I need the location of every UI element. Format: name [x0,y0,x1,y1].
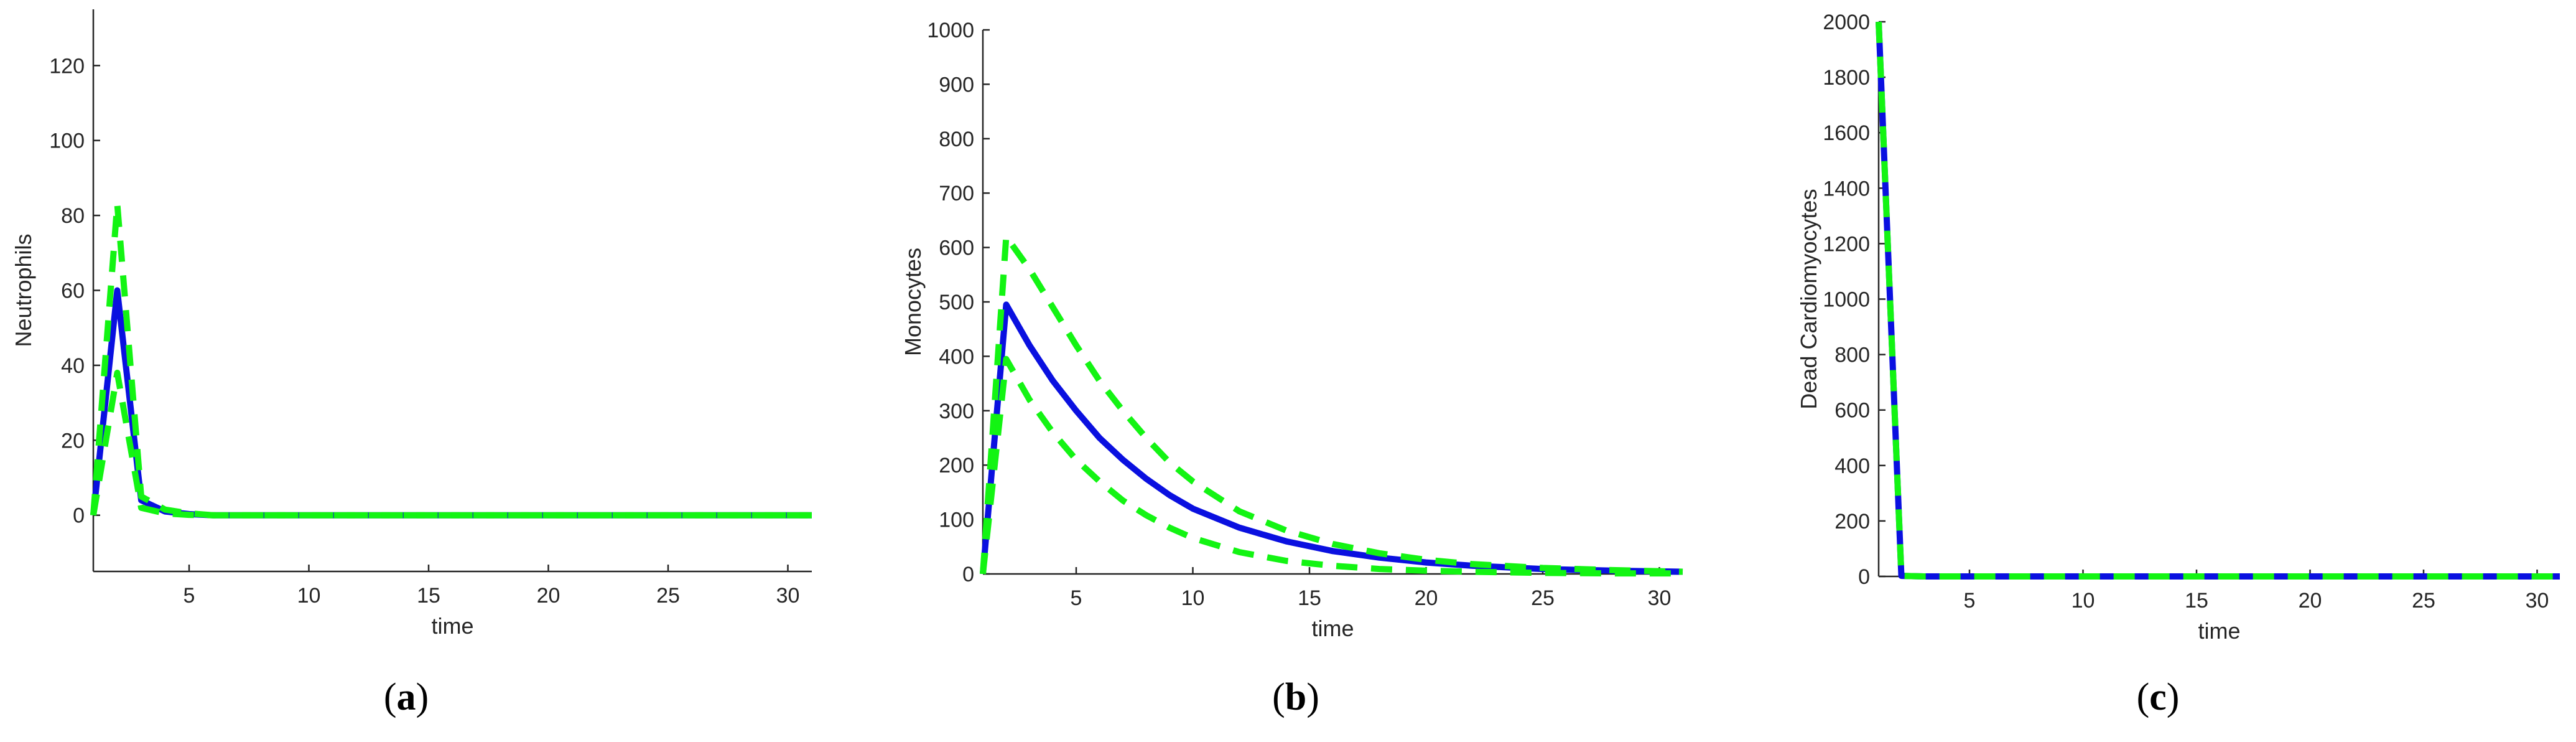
y-tick-label: 120 [49,54,85,78]
y-tick-label: 20 [61,429,85,453]
y-axis-label: Dead Cardiomyocytes [1796,189,1821,409]
x-axis-label: time [431,613,473,639]
y-tick-label: 1000 [927,19,974,42]
x-tick-label: 15 [2185,589,2208,613]
y-tick-label: 1000 [1823,288,1870,312]
y-tick-label: 80 [61,204,85,228]
series-line-mean [90,287,812,519]
y-tick-label: 400 [1834,454,1870,478]
caption-b: (b) [1272,676,1319,718]
x-tick-label: 10 [2071,589,2095,613]
y-tick-label: 40 [61,354,85,378]
x-tick-label: 30 [2526,589,2549,613]
x-tick-label: 30 [1648,586,1672,610]
y-tick-label: 200 [1834,510,1870,533]
y-tick-label: 100 [49,129,85,153]
series-line-bound-2 [980,355,1683,577]
y-tick-label: 900 [939,73,974,96]
panel-monocytes: 5 10 15 20 25 3001002003004005006007008009001… [900,19,1683,641]
caption-c: (c) [2136,676,2180,718]
y-tick-label: 1600 [1823,121,1870,145]
x-tick-label: 25 [656,584,680,608]
series-line-bound-1 [90,201,812,519]
y-tick-label: 1200 [1823,232,1870,256]
x-tick-label: 20 [2299,589,2322,613]
series-line-bound-2 [90,369,812,519]
y-tick-label: 600 [939,237,974,260]
panel-neutrophils: 5 10 15 20 25 30 0 20 40 60 80 100 120 time Neutrophil… [11,9,812,639]
y-tick-label: 0 [73,504,85,528]
x-tick-label: 15 [1298,586,1321,610]
y-tick-label: 300 [939,400,974,423]
y-axis-label: Neutrophils [11,233,36,347]
caption-a: (a) [383,676,429,718]
y-tick-label: 600 [1834,399,1870,423]
y-tick-label: 400 [939,345,974,369]
x-tick-label: 15 [417,584,440,608]
y-tick-label: 1400 [1823,177,1870,200]
x-axis-label: time [1311,616,1354,641]
y-tick-label: 1800 [1823,66,1870,90]
y-tick-label: 60 [61,279,85,303]
y-tick-label: 0 [1858,565,1870,589]
x-tick-label: 25 [1531,586,1555,610]
x-tick-label: 5 [184,584,195,608]
y-tick-label: 100 [939,509,974,532]
y-tick-label: 800 [1834,344,1870,367]
series-line-bound-1 [1876,21,2560,580]
y-tick-label: 800 [939,128,974,151]
x-tick-label: 25 [2412,589,2435,613]
y-tick-label: 2000 [1823,11,1870,34]
x-tick-label: 5 [1071,586,1082,610]
y-axis-label: Monocytes [900,248,926,356]
x-axis-label: time [2198,618,2240,644]
x-tick-label: 5 [1964,589,1976,613]
x-tick-label: 20 [537,584,560,608]
y-tick-label: 0 [962,563,974,586]
x-tick-label: 10 [297,584,321,608]
x-tick-label: 30 [776,584,800,608]
y-tick-label: 500 [939,291,974,314]
y-tick-label: 700 [939,182,974,205]
y-tick-label: 200 [939,454,974,477]
x-tick-label: 20 [1415,586,1438,610]
series-line-mean [980,301,1683,575]
series-line-bound-1 [980,233,1683,575]
panel-dead-cardiomyocytes: 5 10 15 20 25 30 0 200 400 600 800 1000 1200 1400 1600… [1796,11,2560,644]
x-tick-label: 10 [1181,586,1205,610]
series-line-mean [1876,21,2560,580]
